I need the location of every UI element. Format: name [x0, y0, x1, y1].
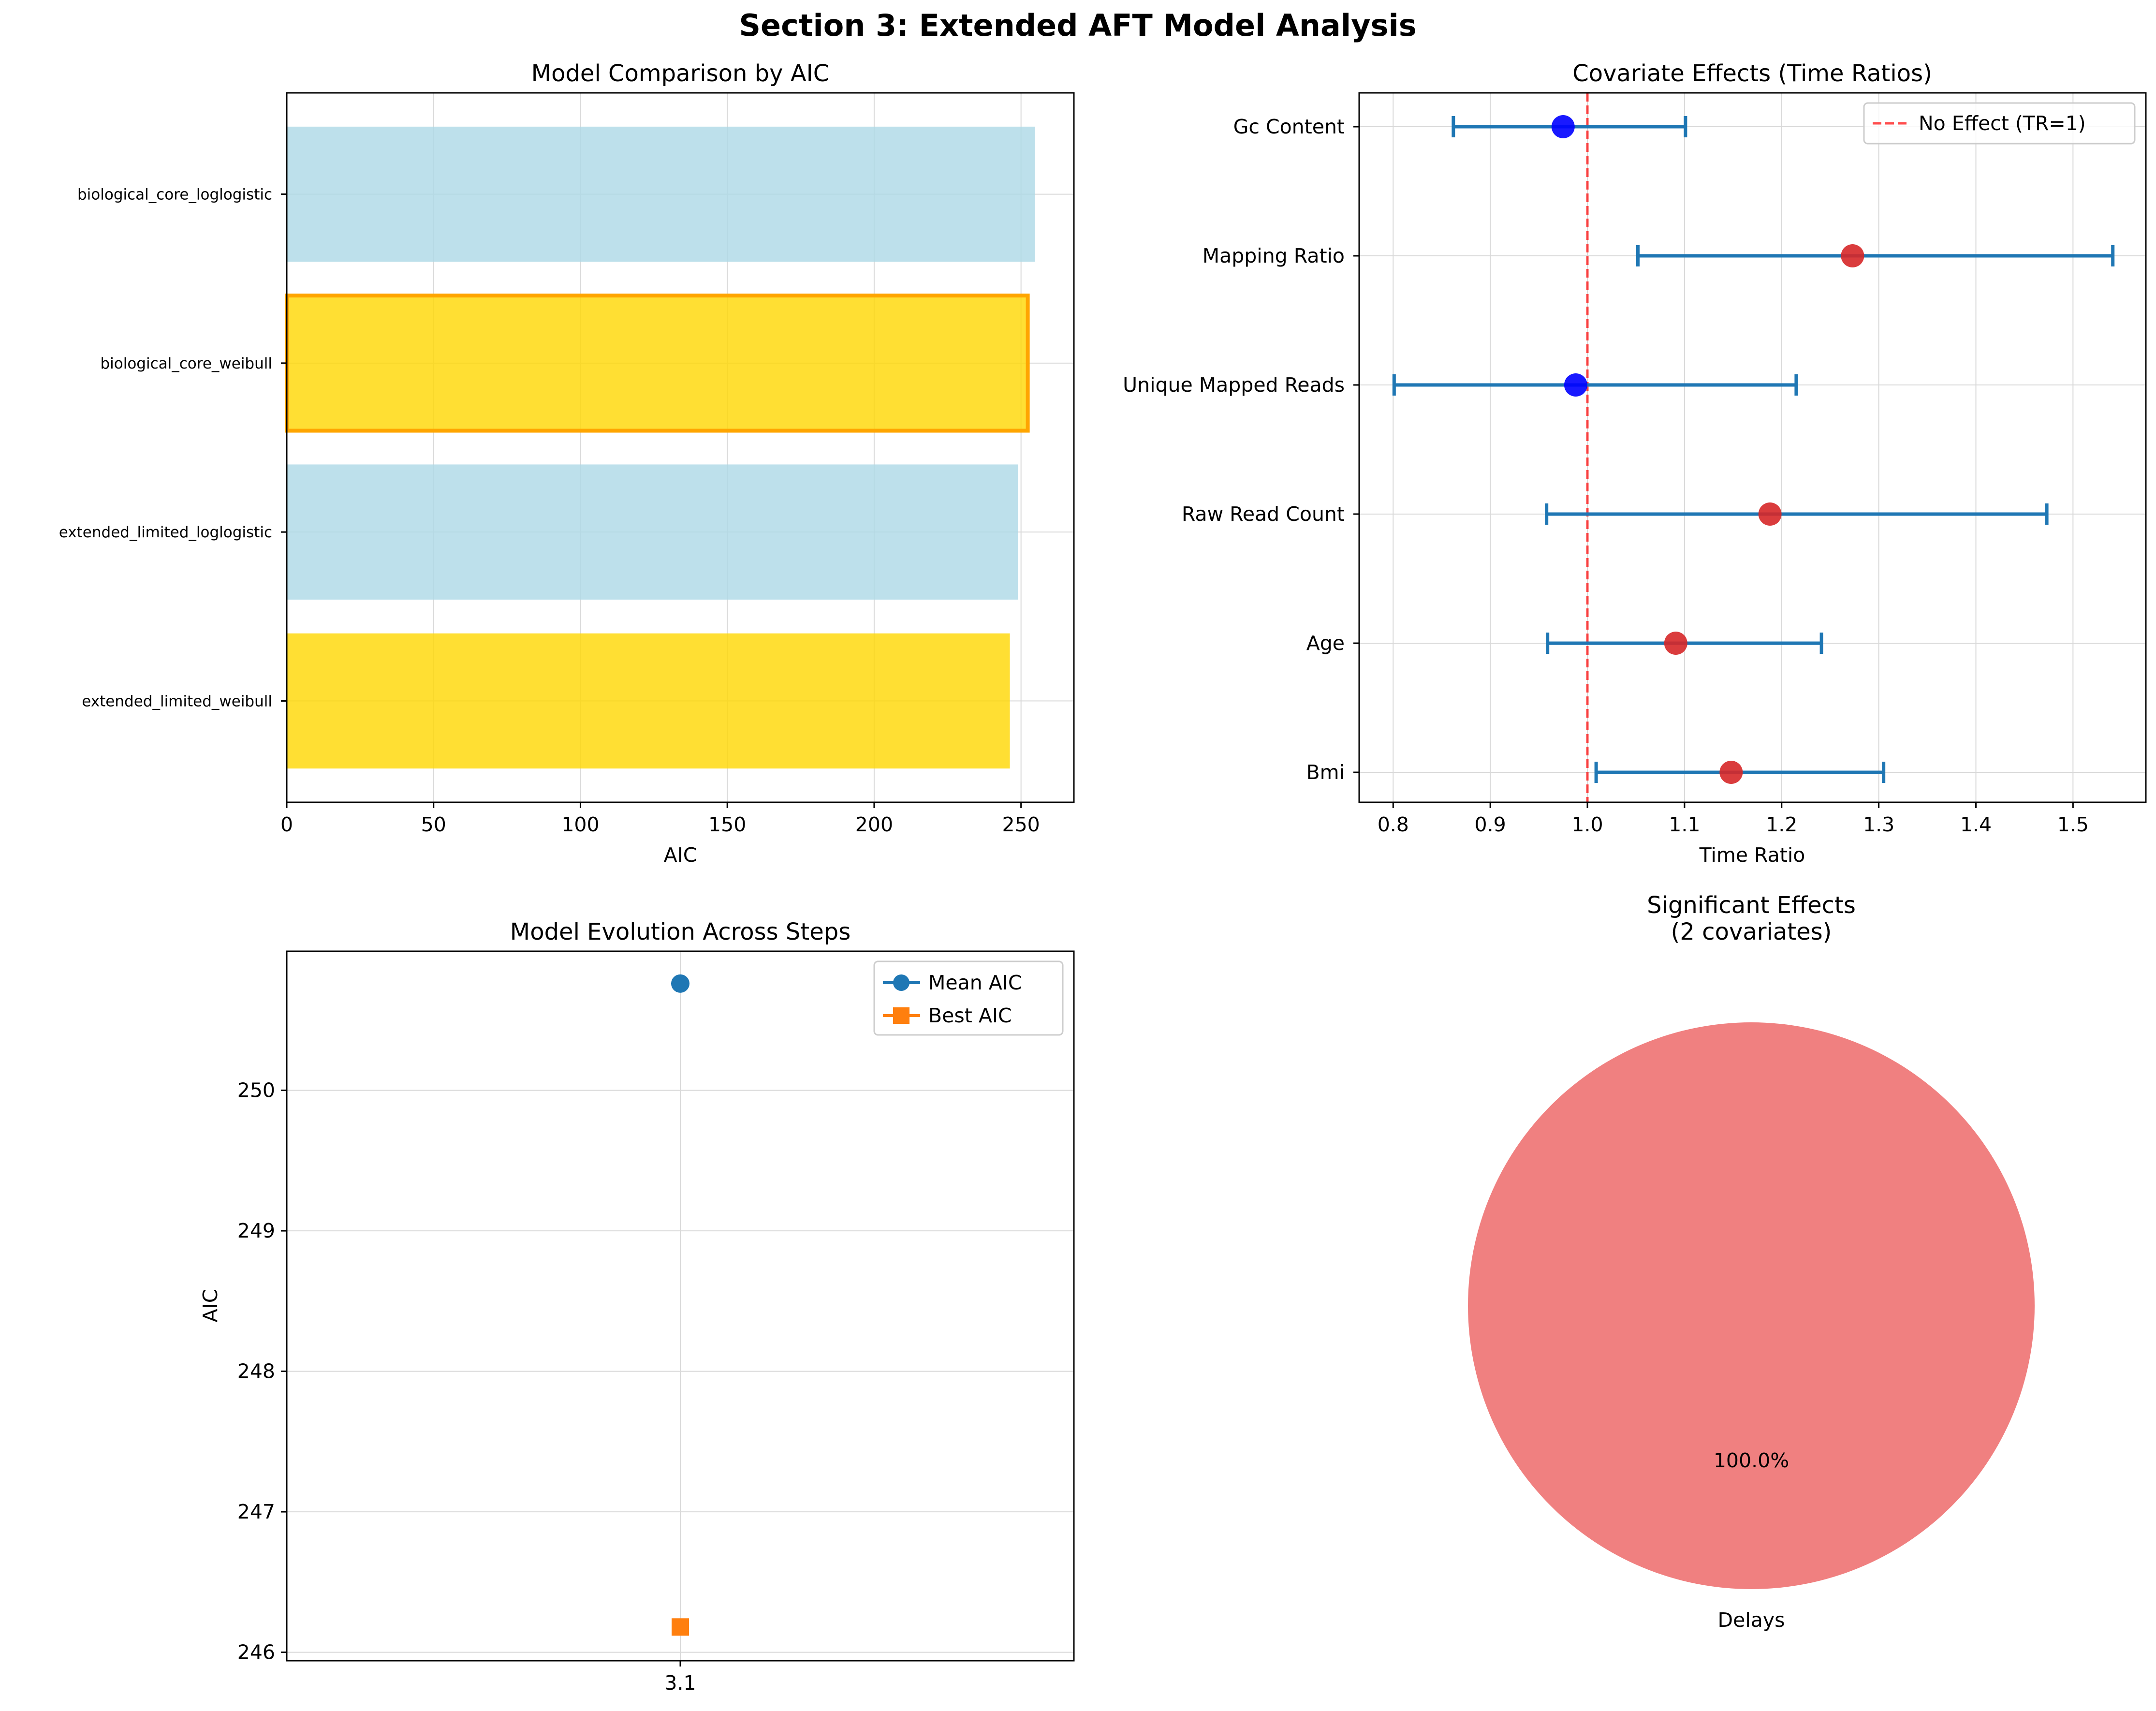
- p2-x-tick-label: 1.4: [1960, 813, 1992, 836]
- p2-x-tick-label: 1.0: [1571, 813, 1603, 836]
- p3-legend-best-label: Best AIC: [928, 1004, 1012, 1027]
- estimate-point-Raw Read Count: [1758, 502, 1782, 526]
- p3-y-tick-label: 247: [237, 1500, 275, 1523]
- p4-title-line-1: Significant Effects: [1647, 892, 1856, 919]
- aic-bar-biological_core_loglogistic: [287, 126, 1035, 262]
- p3-y-tick-label: 249: [237, 1219, 275, 1242]
- p2-legend-box: [1863, 102, 2136, 145]
- p3-y-tick-label: 250: [237, 1079, 275, 1102]
- pie-pct-label: 100.0%: [1714, 1449, 1789, 1472]
- mean-aic-point: [671, 974, 689, 993]
- estimate-point-Bmi: [1719, 761, 1743, 784]
- p1-bars: [285, 126, 1035, 769]
- figure-title: Section 3: Extended AFT Model Analysis: [739, 8, 1416, 43]
- p3-x-ticks: 3.1: [664, 1661, 696, 1695]
- p3-legend-best-marker: [893, 1007, 909, 1024]
- estimate-point-Mapping Ratio: [1841, 244, 1864, 267]
- p2-y-tick-label: Raw Read Count: [1182, 502, 1345, 526]
- p3-title: Model Evolution Across Steps: [510, 918, 851, 945]
- p2-error-bars: [1392, 116, 2115, 783]
- p3-legend-mean-marker: [893, 974, 909, 991]
- estimate-point-Age: [1664, 632, 1687, 655]
- p2-x-tick-label: 1.1: [1669, 813, 1700, 836]
- p2-x-tick-label: 1.3: [1863, 813, 1894, 836]
- p2-y-tick-label: Mapping Ratio: [1203, 244, 1345, 267]
- p1-x-tick-label: 100: [561, 813, 599, 836]
- p3-y-tick-label: 248: [237, 1360, 275, 1383]
- p3-x-tick-label: 3.1: [664, 1671, 696, 1695]
- estimate-point-Gc Content: [1551, 115, 1575, 138]
- aic-bar-extended_limited_weibull: [287, 633, 1010, 769]
- time-ratio-forest-plot: 0.8 0.9 1.0 1.1 1.2 1.3 1.4 1.5 Gc Content Mappi…: [1123, 60, 2147, 867]
- p3-y-ticks: 246 247 248 249 250: [237, 1079, 287, 1664]
- p3-y-tick-label: 246: [237, 1641, 275, 1664]
- p1-x-tick-label: 200: [855, 813, 893, 836]
- p2-x-label: Time Ratio: [1699, 843, 1805, 867]
- aic-bar-extended_limited_loglogistic: [287, 464, 1018, 600]
- p1-title: Model Comparison by AIC: [531, 60, 830, 87]
- p1-x-ticks: 0 50 100 150 200 250: [280, 802, 1040, 836]
- p2-y-tick-label: Unique Mapped Reads: [1123, 373, 1345, 397]
- p2-points: [1551, 115, 1864, 784]
- pie-slice-delays: [1468, 1022, 2035, 1589]
- significant-effects-pie: Significant Effects (2 covariates) 100.0…: [1468, 892, 2035, 1632]
- p2-x-tick-label: 0.8: [1378, 813, 1409, 836]
- model-evolution-chart: 3.1 246 247 248 249 250 Model Evolution Acro…: [199, 918, 1075, 1695]
- p1-y-tick-label: extended_limited_loglogistic: [59, 524, 272, 541]
- p1-x-tick-label: 150: [708, 813, 746, 836]
- aic-comparison-chart: 0 50 100 150 200 250 biological_core_loglogis…: [59, 60, 1075, 867]
- p3-legend-mean-label: Mean AIC: [928, 971, 1022, 994]
- p1-x-label: AIC: [664, 843, 697, 867]
- p1-frame: [286, 92, 1075, 803]
- estimate-point-Unique Mapped Reads: [1564, 373, 1587, 397]
- p2-x-tick-label: 0.9: [1475, 813, 1506, 836]
- p2-y-tick-label: Age: [1306, 632, 1345, 655]
- p2-legend: No Effect (TR=1): [1863, 102, 2136, 145]
- p1-x-tick-label: 0: [280, 813, 293, 836]
- p2-y-tick-label: Gc Content: [1233, 115, 1345, 138]
- p2-x-tick-label: 1.2: [1766, 813, 1797, 836]
- p1-y-tick-label: biological_core_weibull: [100, 355, 272, 372]
- p1-x-tick-label: 50: [421, 813, 446, 836]
- p2-x-ticks: 0.8 0.9 1.0 1.1 1.2 1.3 1.4 1.5: [1378, 802, 2089, 836]
- p3-legend-box: [873, 960, 1064, 1036]
- pie-slice-label: Delays: [1718, 1608, 1785, 1632]
- p4-title-line-2: (2 covariates): [1671, 918, 1832, 945]
- aic-bar-biological_core_weibull: [285, 294, 1030, 433]
- p3-grid: [287, 951, 1074, 1661]
- p1-x-tick-label: 250: [1002, 813, 1040, 836]
- p2-legend-label: No Effect (TR=1): [1919, 112, 2086, 135]
- p2-x-tick-label: 1.5: [2057, 813, 2089, 836]
- p3-points: [671, 974, 689, 1636]
- p3-legend: Mean AIC Best AIC: [873, 960, 1064, 1036]
- p2-frame: [1358, 92, 2147, 803]
- p1-y-tick-label: biological_core_loglogistic: [77, 186, 272, 204]
- p2-title: Covariate Effects (Time Ratios): [1572, 60, 1932, 87]
- p1-y-ticks: biological_core_loglogistic biological_co…: [59, 186, 287, 710]
- p3-y-label: AIC: [199, 1289, 222, 1323]
- p2-y-tick-label: Bmi: [1306, 761, 1345, 784]
- p1-y-tick-label: extended_limited_weibull: [82, 693, 272, 710]
- best-aic-point: [672, 1618, 689, 1636]
- p2-y-ticks: Gc Content Mapping Ratio Unique Mapped Rea…: [1123, 115, 1359, 784]
